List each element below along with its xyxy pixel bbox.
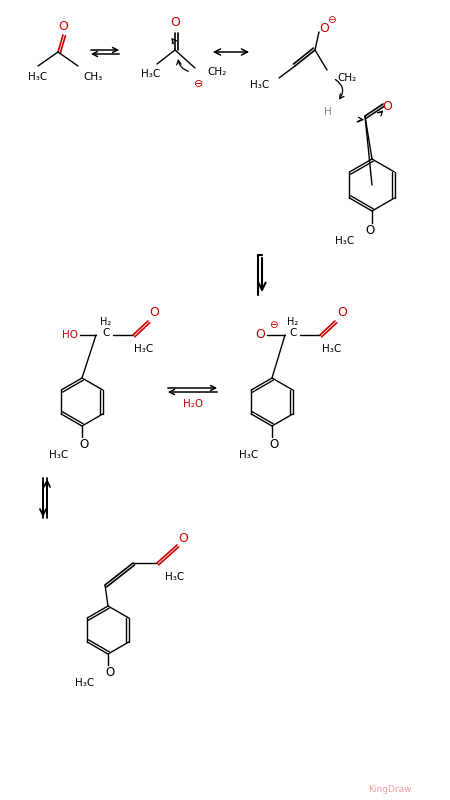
Text: O: O (255, 329, 265, 342)
Text: H₃C: H₃C (335, 236, 354, 246)
Text: O: O (319, 22, 329, 34)
Text: H₃C: H₃C (322, 344, 342, 354)
Text: CH₂: CH₂ (207, 67, 226, 77)
Text: O: O (105, 666, 115, 679)
Text: H₂: H₂ (288, 317, 299, 327)
Text: O: O (58, 19, 68, 33)
Text: H₃C: H₃C (239, 450, 258, 460)
Text: O: O (270, 438, 279, 451)
Text: H₃C: H₃C (135, 344, 153, 354)
Text: O: O (178, 531, 188, 545)
Text: HO: HO (62, 330, 78, 340)
Text: H₃C: H₃C (75, 678, 94, 688)
Text: ⊖: ⊖ (269, 320, 277, 330)
Text: H₃C: H₃C (250, 80, 269, 90)
Text: H₃C: H₃C (49, 450, 68, 460)
Text: O: O (337, 306, 347, 319)
Text: O: O (79, 438, 89, 451)
Text: O: O (382, 99, 392, 113)
Text: ⊖: ⊖ (194, 79, 204, 89)
Text: CH₃: CH₃ (83, 72, 102, 82)
Text: C: C (289, 328, 297, 338)
Text: H₃C: H₃C (28, 72, 48, 82)
Text: O: O (365, 225, 374, 238)
Text: H: H (324, 107, 332, 117)
Text: H₃C: H₃C (166, 572, 184, 582)
Text: ⊖: ⊖ (327, 15, 335, 25)
Text: C: C (102, 328, 110, 338)
Text: KingDraw: KingDraw (368, 786, 411, 794)
Text: H₃C: H₃C (141, 69, 161, 79)
Text: CH₂: CH₂ (337, 73, 356, 83)
Text: H₂O: H₂O (183, 399, 203, 409)
Text: O: O (149, 306, 159, 319)
Text: H₂: H₂ (100, 317, 112, 327)
Text: O: O (170, 17, 180, 30)
